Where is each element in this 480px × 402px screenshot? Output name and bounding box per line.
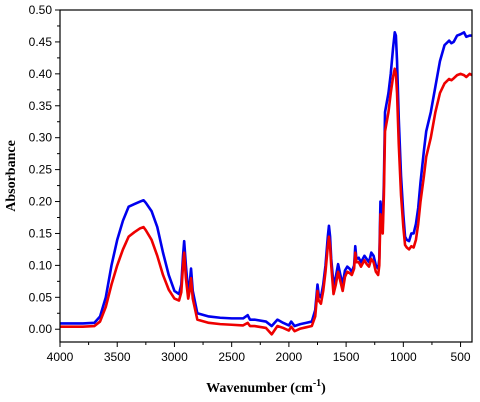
x-tick-label: 3000 [161, 350, 188, 364]
x-axis-ticks: 4000 3500 3000 2500 2000 1500 1000 500 [47, 342, 471, 364]
x-tick-label: 3500 [104, 350, 131, 364]
x-tick-label: 2000 [276, 350, 303, 364]
y-tick-label: 0.05 [29, 290, 53, 304]
x-tick-label: 4000 [47, 350, 74, 364]
y-tick-label: 0.15 [29, 226, 53, 240]
plot-frame [59, 9, 473, 343]
series-line-1 [60, 31, 472, 328]
y-tick-label: 0.30 [29, 131, 53, 145]
x-axis-title: Wavenumber (cm-1) [206, 378, 326, 396]
y-axis-ticks: 0.00 0.05 0.10 0.15 0.20 0.25 0.30 0.35 0.40 0.45… [29, 3, 60, 336]
y-tick-label: 0.35 [29, 99, 53, 113]
y-tick-label: 0.10 [29, 258, 53, 272]
y-tick-label: 0.25 [29, 163, 53, 177]
y-tick-label: 0.20 [29, 195, 53, 209]
y-tick-label: 0.00 [29, 322, 53, 336]
x-tick-label: 1000 [390, 350, 417, 364]
x-axis-title-superscript: -1 [313, 378, 321, 389]
x-tick-label: 1500 [333, 350, 360, 364]
x-tick-label: 2500 [218, 350, 245, 364]
y-tick-label: 0.45 [29, 35, 53, 49]
y-tick-label: 0.50 [29, 3, 53, 17]
y-tick-label: 0.40 [29, 67, 53, 81]
x-axis-title-close: ) [321, 381, 326, 396]
plot-lines [60, 31, 473, 336]
x-axis-title-main: Wavenumber (cm [206, 381, 313, 396]
x-tick-label: 500 [451, 350, 471, 364]
series-line-2 [60, 67, 473, 336]
y-axis-title: Absorbance [4, 140, 19, 212]
